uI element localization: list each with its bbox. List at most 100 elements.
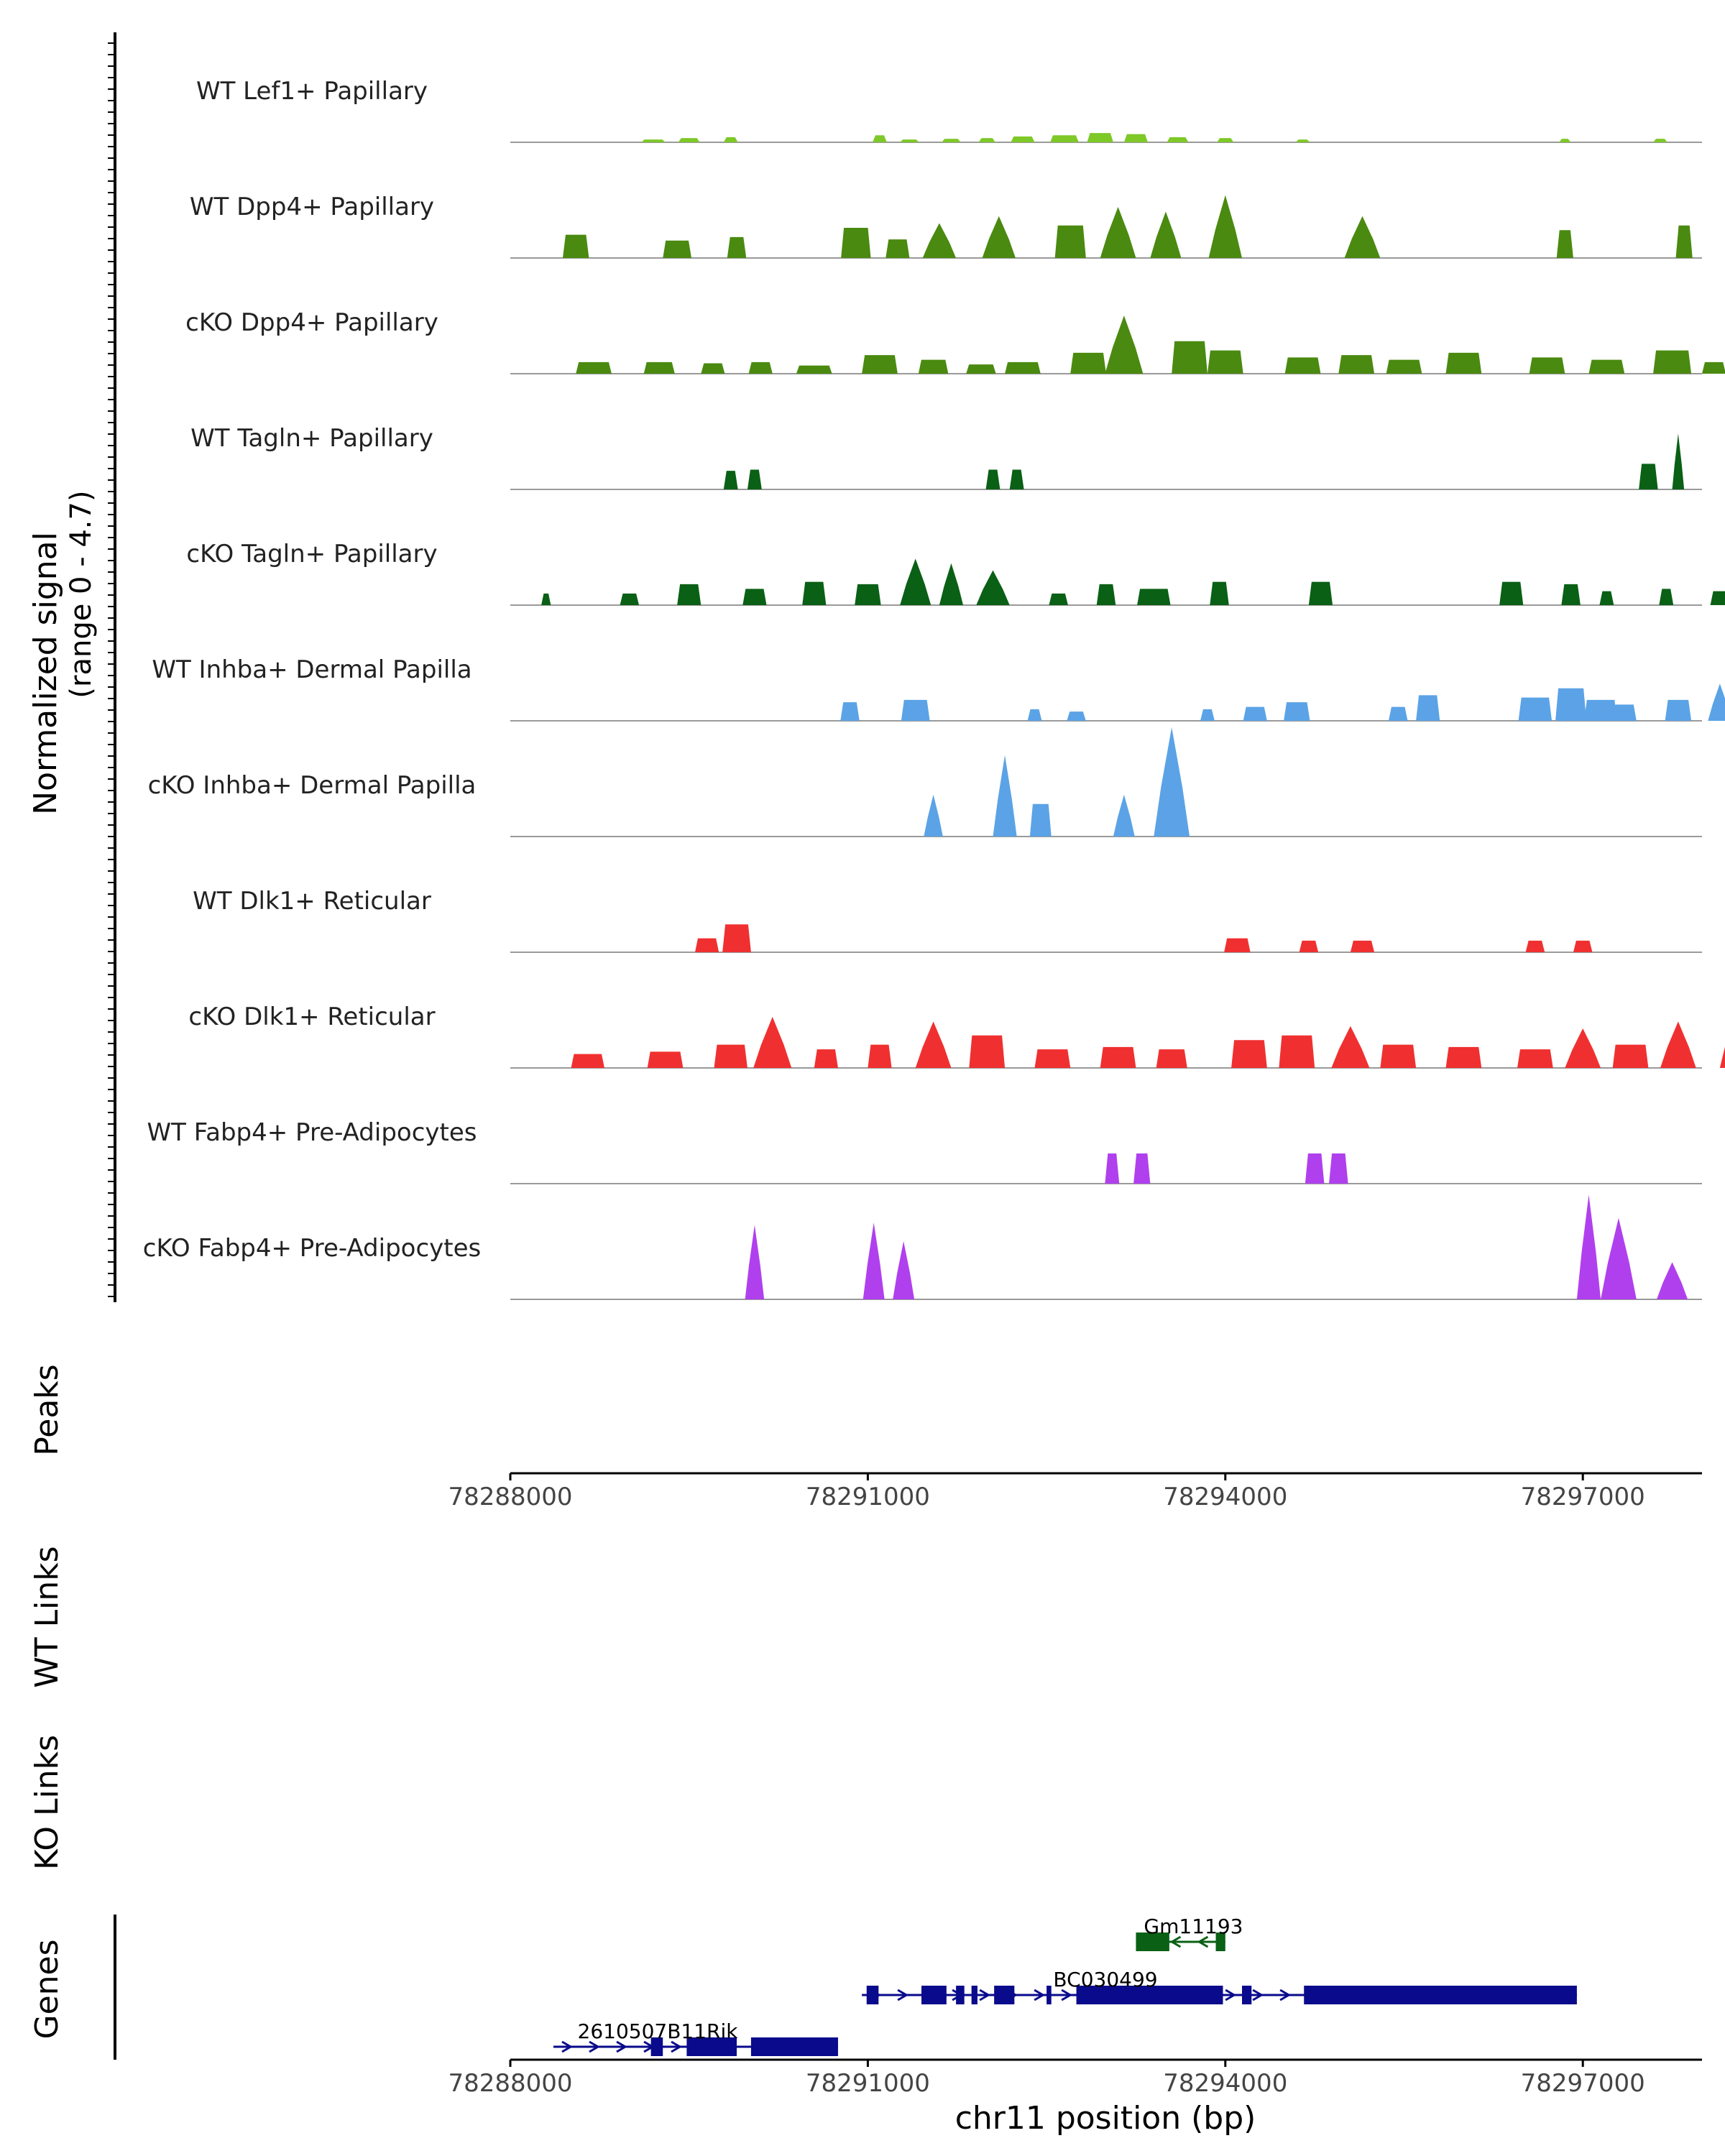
strand-arrow [1034, 1989, 1046, 2001]
signal-peak [1105, 315, 1144, 374]
signal-peak [1279, 1035, 1315, 1068]
track-label: cKO Tagln+ Papillary [186, 540, 437, 568]
peaks-panel-label: Peaks [29, 1364, 65, 1455]
signal-peak [1113, 794, 1135, 837]
signal-peak [1305, 1153, 1325, 1184]
strand-arrow [1197, 1935, 1209, 1948]
track-3: WT Tagln+ Papillary [190, 424, 1702, 490]
signal-peak [1601, 1217, 1637, 1299]
signal-peak [1210, 581, 1229, 605]
signal-peak [1576, 1194, 1601, 1299]
signal-peak [939, 563, 964, 605]
signal-peak [1034, 1049, 1071, 1068]
track-5: WT Inhba+ Dermal Papilla [152, 655, 1725, 722]
signal-peak [1200, 709, 1215, 721]
signal-peak [1710, 591, 1725, 605]
signal-y-label-line2: (range 0 - 4.7) [65, 490, 98, 698]
track-7: WT Dlk1+ Reticular [193, 887, 1702, 953]
track-10: cKO Fabp4+ Pre-Adipocytes [143, 1194, 1702, 1300]
signal-peak [1284, 357, 1321, 374]
track-6: cKO Inhba+ Dermal Papilla [148, 727, 1702, 837]
gene-models: Gm11193 BC030499 2610507B11Rik [553, 1915, 1577, 2056]
signal-peak [1656, 1262, 1688, 1299]
signal-peak [1719, 1046, 1725, 1068]
signal-peak [1070, 352, 1106, 374]
signal-peak [1329, 1153, 1348, 1184]
track-1: WT Dpp4+ Papillary [190, 193, 1702, 259]
signal-peak [1243, 706, 1267, 721]
track-label: WT Dpp4+ Papillary [190, 193, 434, 221]
signal-peak [1123, 134, 1149, 142]
signal-peak [841, 227, 871, 258]
signal-peak [1588, 359, 1625, 374]
signal-peak [1133, 1153, 1151, 1184]
signal-peak [1675, 225, 1693, 258]
signal-axis-ticks [108, 42, 115, 1297]
signal-peak [641, 139, 666, 142]
signal-peak [982, 216, 1016, 258]
strand-arrow [616, 2040, 627, 2053]
signal-peak [1517, 1049, 1553, 1068]
signal-peak [1499, 581, 1524, 605]
signal-peak [701, 363, 725, 374]
signal-y-axis [108, 32, 116, 1302]
signal-peak [747, 469, 762, 489]
strand-arrow [1169, 1935, 1182, 1948]
gene-exon [921, 1986, 947, 2004]
signal-peak [1049, 593, 1068, 605]
gene-exon [1136, 1932, 1169, 1951]
signal-peak [723, 471, 738, 489]
track-2: cKO Dpp4+ Papillary [185, 308, 1725, 374]
signal-peak [1612, 1044, 1649, 1068]
x-axis-title: chr11 position (bp) [955, 2100, 1256, 2137]
gene-label: Gm11193 [1144, 1915, 1243, 1938]
signal-peak [1009, 469, 1024, 489]
signal-peak [1659, 589, 1674, 605]
signal-peak [900, 558, 932, 605]
x-tick-label: 78291000 [806, 1483, 930, 1511]
signal-tracks: WT Lef1+ Papillary WT Dpp4+ Papillary cKO … [143, 77, 1725, 1300]
signal-peak [727, 236, 747, 258]
signal-peak [1612, 704, 1637, 721]
x-tick-label: 78291000 [806, 2069, 930, 2098]
track-label: WT Fabp4+ Pre-Adipocytes [147, 1118, 477, 1147]
signal-peak [576, 361, 612, 374]
signal-peak [1087, 133, 1113, 142]
signal-peak [643, 361, 675, 374]
signal-peak [868, 1044, 892, 1068]
track-label: cKO Inhba+ Dermal Papilla [148, 771, 477, 800]
strand-arrow [1225, 1989, 1237, 2001]
signal-peak [1555, 688, 1587, 721]
signal-peak [541, 593, 551, 605]
signal-peak [1105, 1153, 1120, 1184]
track-9: WT Fabp4+ Pre-Adipocytes [147, 1118, 1702, 1184]
signal-peak [862, 355, 898, 374]
signal-peak [1556, 230, 1573, 258]
signal-peak [1386, 359, 1422, 374]
gene-exon [750, 2037, 838, 2056]
signal-peak [1172, 341, 1208, 374]
track-label: cKO Dlk1+ Reticular [188, 1003, 435, 1031]
signal-peak [1100, 206, 1136, 258]
gene-exon [994, 1986, 1015, 2004]
signal-peak [1029, 803, 1052, 837]
signal-peak [1050, 135, 1079, 142]
signal-peak [802, 581, 827, 605]
signal-peak [893, 1241, 915, 1299]
signal-peak [722, 924, 751, 952]
signal-peak [924, 794, 943, 837]
gene-exon [866, 1986, 879, 2004]
signal-peak [1096, 584, 1116, 605]
signal-peak [663, 240, 692, 258]
signal-peak [1054, 225, 1086, 258]
signal-y-label-line1: Normalized signal [27, 532, 64, 815]
signal-peak [1208, 195, 1243, 258]
signal-peak [571, 1054, 604, 1068]
signal-peak [742, 589, 767, 605]
signal-peak [1672, 433, 1685, 489]
signal-peak [1660, 1021, 1696, 1068]
signal-peak [796, 365, 832, 374]
signal-peak [714, 1044, 748, 1068]
signal-peak [1156, 1049, 1187, 1068]
